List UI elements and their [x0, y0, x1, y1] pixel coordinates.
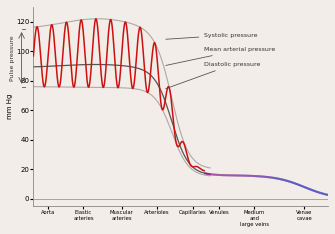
Text: Diastolic pressure: Diastolic pressure	[165, 62, 261, 89]
Text: Pulse pressure: Pulse pressure	[10, 36, 15, 81]
Y-axis label: mm Hg: mm Hg	[7, 94, 13, 119]
Text: Systolic pressure: Systolic pressure	[166, 33, 258, 39]
Text: Mean arterial pressure: Mean arterial pressure	[166, 47, 276, 66]
